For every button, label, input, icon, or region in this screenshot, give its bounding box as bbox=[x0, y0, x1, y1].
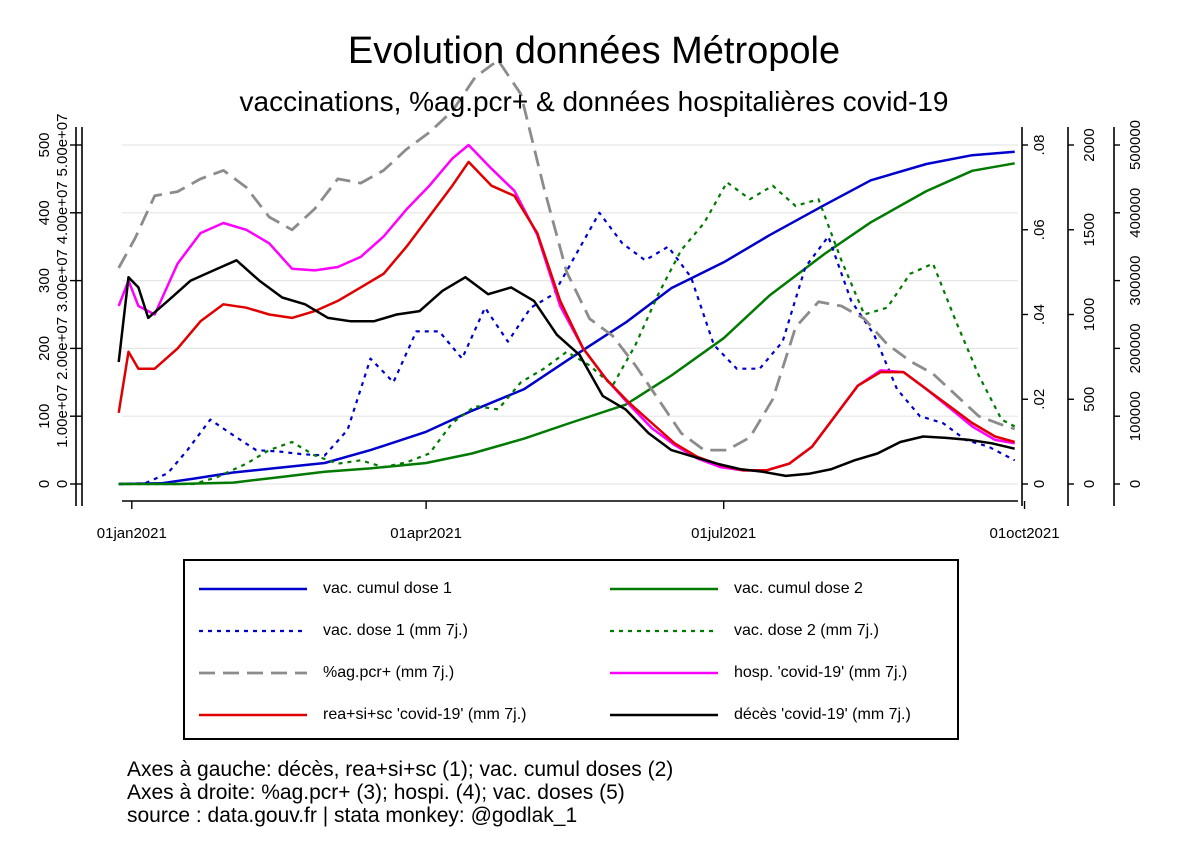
note-right-axes: Axes à droite: %ag.pcr+ (3); hospi. (4);… bbox=[127, 781, 625, 804]
series-line-0 bbox=[118, 150, 1015, 486]
axis-label-y5-3: 300000 bbox=[1127, 256, 1144, 306]
axis-label-y1-2: 200 bbox=[36, 336, 53, 361]
axis-label-y5-2: 200000 bbox=[1127, 323, 1144, 373]
legend-swatch-1 bbox=[610, 587, 718, 591]
legend-swatch-5 bbox=[610, 671, 718, 675]
legend-item-2: vac. dose 1 (mm 7j.) bbox=[197, 616, 468, 646]
legend-item-6: rea+si+sc 'covid-19' (mm 7j.) bbox=[197, 700, 527, 730]
axis-label-y4-0: 0 bbox=[1081, 480, 1098, 488]
legend-swatch-3 bbox=[610, 629, 718, 633]
legend-swatch-7 bbox=[610, 713, 718, 717]
axis-label-y5-0: 0 bbox=[1127, 480, 1144, 488]
axis-label-y4-1: 500 bbox=[1081, 387, 1098, 412]
axis-label-y1-4: 400 bbox=[36, 200, 53, 225]
axis-label-y2-4: 4.00e+07 bbox=[54, 181, 71, 244]
legend-item-1: vac. cumul dose 2 bbox=[608, 574, 863, 604]
legend-item-7: décès 'covid-19' (mm 7j.) bbox=[608, 700, 911, 730]
series-line-1 bbox=[118, 162, 1015, 486]
legend-swatch-4 bbox=[199, 671, 307, 675]
legend-swatch-6 bbox=[199, 713, 307, 717]
chart-title: Evolution données Métropole bbox=[347, 30, 841, 72]
axis-label-y1-3: 300 bbox=[36, 268, 53, 293]
legend-item-0: vac. cumul dose 1 bbox=[197, 574, 452, 604]
note-left-axes: Axes à gauche: décès, rea+si+sc (1); vac… bbox=[127, 758, 674, 781]
legend: vac. cumul dose 1 vac. cumul dose 2 vac. d… bbox=[183, 559, 959, 740]
axis-label-y2-0: 0 bbox=[54, 480, 71, 488]
series-line-7 bbox=[117, 259, 1015, 478]
axis-label-y1-1: 100 bbox=[36, 404, 53, 429]
x-tick-label-3: 01oct2021 bbox=[990, 525, 1060, 542]
axis-label-y3-0: 0 bbox=[1031, 480, 1048, 488]
axis-label-y5-4: 400000 bbox=[1127, 188, 1144, 238]
axis-label-y3-4: .08 bbox=[1031, 135, 1048, 156]
series-lines bbox=[117, 58, 1016, 486]
axis-label-y2-2: 2.00e+07 bbox=[54, 317, 71, 380]
legend-item-5: hosp. 'covid-19' (mm 7j.) bbox=[608, 658, 907, 688]
axis-label-y2-1: 1.00e+07 bbox=[54, 385, 71, 448]
series-line-6 bbox=[117, 160, 1016, 472]
chart-subtitle: vaccinations, %ag.pcr+ & données hospita… bbox=[239, 86, 949, 117]
axis-label-y3-3: .06 bbox=[1031, 219, 1048, 240]
x-tick-label-2: 01jul2021 bbox=[691, 525, 756, 542]
x-tick-label-1: 01apr2021 bbox=[390, 525, 462, 542]
axis-label-y4-2: 1000 bbox=[1081, 298, 1098, 331]
axis-label-y4-3: 1500 bbox=[1081, 213, 1098, 246]
series-line-5 bbox=[117, 143, 1015, 472]
series-line-2 bbox=[118, 211, 1016, 486]
axis-label-y1-5: 500 bbox=[36, 132, 53, 157]
legend-swatch-2 bbox=[199, 629, 307, 633]
x-tick-label-0: 01jan2021 bbox=[97, 525, 167, 542]
axis-label-y1-0: 0 bbox=[36, 480, 53, 488]
legend-label-1: vac. cumul dose 2 bbox=[734, 580, 863, 597]
legend-label-0: vac. cumul dose 1 bbox=[323, 580, 452, 597]
legend-label-4: %ag.pcr+ (mm 7j.) bbox=[323, 664, 455, 681]
axis-label-y3-1: .02 bbox=[1031, 389, 1048, 410]
legend-item-4: %ag.pcr+ (mm 7j.) bbox=[197, 658, 454, 688]
axis-label-y4-4: 2000 bbox=[1081, 128, 1098, 161]
chart-notes: Axes à gauche: décès, rea+si+sc (1); vac… bbox=[127, 758, 673, 827]
series-line-3 bbox=[118, 181, 1016, 486]
axes: 0 100 200 300 400 500 0 1.00e+07 2.00e+07 3.00e+0… bbox=[36, 114, 1144, 542]
legend-label-5: hosp. 'covid-19' (mm 7j.) bbox=[734, 664, 908, 681]
axis-label-y5-5: 500000 bbox=[1127, 120, 1144, 170]
series-line-4 bbox=[117, 58, 1016, 452]
legend-label-2: vac. dose 1 (mm 7j.) bbox=[323, 622, 468, 639]
legend-swatch-0 bbox=[199, 587, 307, 591]
legend-label-7: décès 'covid-19' (mm 7j.) bbox=[734, 706, 911, 723]
legend-label-3: vac. dose 2 (mm 7j.) bbox=[734, 622, 879, 639]
axis-label-y2-3: 3.00e+07 bbox=[54, 249, 71, 312]
legend-label-6: rea+si+sc 'covid-19' (mm 7j.) bbox=[323, 706, 527, 723]
axis-label-y5-1: 100000 bbox=[1127, 391, 1144, 441]
legend-item-3: vac. dose 2 (mm 7j.) bbox=[608, 616, 879, 646]
note-source: source : data.gouv.fr | stata monkey: @g… bbox=[127, 804, 578, 827]
grid-lines bbox=[122, 144, 1018, 485]
axis-label-y2-5: 5.00e+07 bbox=[54, 114, 71, 177]
axis-label-y3-2: .04 bbox=[1031, 304, 1048, 325]
